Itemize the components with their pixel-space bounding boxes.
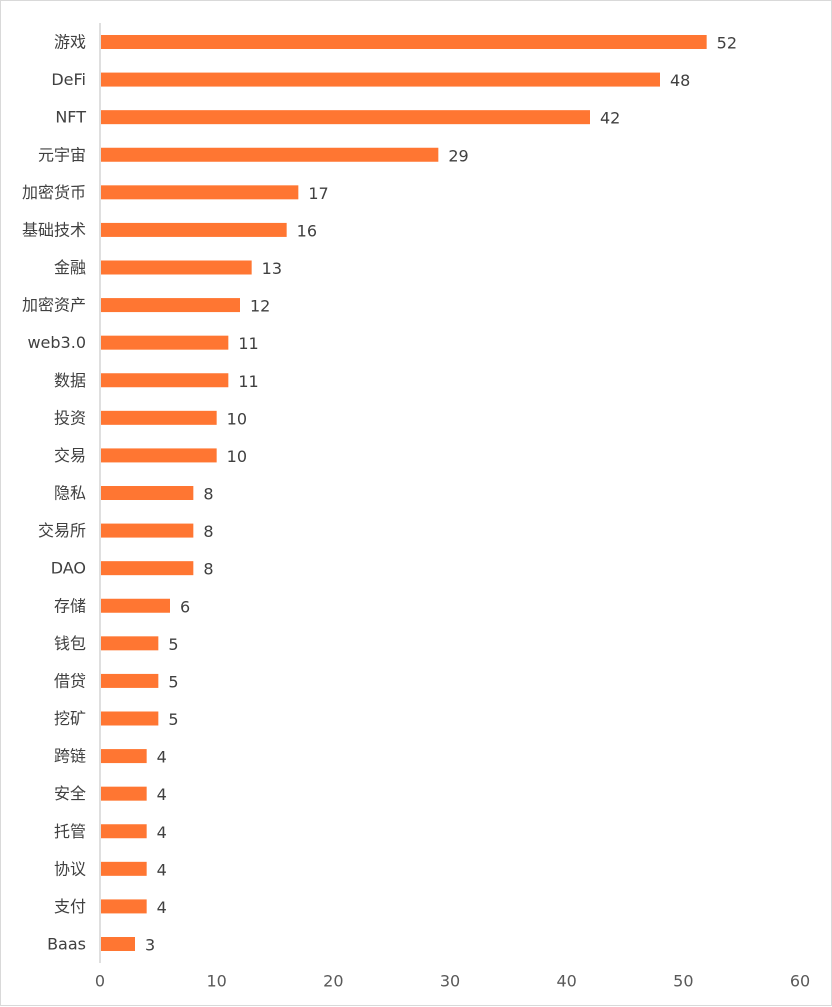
category-label: 游戏 <box>54 33 86 52</box>
bar <box>101 673 159 688</box>
value-label: 5 <box>168 710 178 729</box>
bar <box>101 561 194 576</box>
category-label: Baas <box>47 935 86 954</box>
value-label: 8 <box>203 485 213 504</box>
value-label: 4 <box>157 860 167 879</box>
value-label: 48 <box>670 71 690 90</box>
category-label: 隐私 <box>54 484 86 503</box>
value-label: 29 <box>448 146 468 165</box>
bar <box>101 35 707 49</box>
value-label: 52 <box>717 34 737 53</box>
value-label: 12 <box>250 297 270 316</box>
category-label: 安全 <box>54 784 86 803</box>
value-label: 11 <box>238 372 258 391</box>
x-tick-label: 60 <box>790 972 810 991</box>
x-tick-label: 10 <box>206 972 226 991</box>
category-label: web3.0 <box>27 333 86 352</box>
bar <box>101 335 229 350</box>
value-label: 17 <box>308 184 328 203</box>
bar <box>101 373 229 388</box>
value-label: 3 <box>145 936 155 955</box>
value-label: 4 <box>157 748 167 767</box>
category-label: 协议 <box>54 859 86 878</box>
category-label: 借贷 <box>54 671 86 690</box>
value-label: 5 <box>168 672 178 691</box>
bar <box>101 110 590 125</box>
value-label: 11 <box>238 334 258 353</box>
bar <box>101 410 217 425</box>
bar <box>101 185 299 200</box>
value-label: 10 <box>227 409 247 428</box>
x-tick-label: 50 <box>673 972 693 991</box>
value-label: 16 <box>297 221 317 240</box>
x-tick-label: 20 <box>323 972 343 991</box>
x-tick-label: 0 <box>95 972 105 991</box>
category-label: 加密货币 <box>22 183 86 202</box>
category-label: DeFi <box>51 70 86 89</box>
category-label: 支付 <box>54 897 86 916</box>
bar <box>101 861 147 876</box>
value-label: 8 <box>203 560 213 579</box>
bar <box>101 448 217 463</box>
category-label: 基础技术 <box>22 220 86 239</box>
bar <box>101 523 194 538</box>
category-label: 交易所 <box>38 521 86 540</box>
value-label: 5 <box>168 635 178 654</box>
category-label: 跨链 <box>54 747 86 766</box>
bar <box>101 824 147 839</box>
bar <box>101 711 159 726</box>
category-label: 存储 <box>54 596 86 615</box>
category-label: 数据 <box>54 371 86 390</box>
value-label: 13 <box>262 259 282 278</box>
bar <box>101 786 147 801</box>
value-label: 6 <box>180 597 190 616</box>
value-label: 42 <box>600 109 620 128</box>
value-label: 4 <box>157 823 167 842</box>
category-label: 交易 <box>54 446 86 465</box>
x-tick-label: 30 <box>440 972 460 991</box>
category-label: 托管 <box>54 822 86 841</box>
category-label: 金融 <box>54 258 86 277</box>
category-label: 投资 <box>54 408 86 427</box>
value-label: 4 <box>157 785 167 804</box>
bar <box>101 486 194 500</box>
bar <box>101 147 439 162</box>
bars-group <box>101 35 707 951</box>
value-label: 10 <box>227 447 247 466</box>
bar <box>101 749 147 764</box>
category-label: 钱包 <box>54 634 86 653</box>
value-label: 4 <box>157 898 167 917</box>
bar <box>101 298 240 313</box>
bar <box>101 937 135 951</box>
category-label: 加密资产 <box>22 296 86 315</box>
bar <box>101 260 252 275</box>
category-label: NFT <box>55 108 86 127</box>
bar <box>101 222 287 237</box>
bar <box>101 598 170 613</box>
value-label: 8 <box>203 522 213 541</box>
category-label: DAO <box>51 559 86 578</box>
x-tick-label: 40 <box>556 972 576 991</box>
bar <box>101 72 660 87</box>
category-label: 挖矿 <box>54 709 86 728</box>
bar <box>101 899 147 914</box>
category-label: 元宇宙 <box>38 145 86 164</box>
x-tick-labels-group: 0 10 20 30 40 50 60 <box>95 972 810 991</box>
bar <box>101 636 159 651</box>
